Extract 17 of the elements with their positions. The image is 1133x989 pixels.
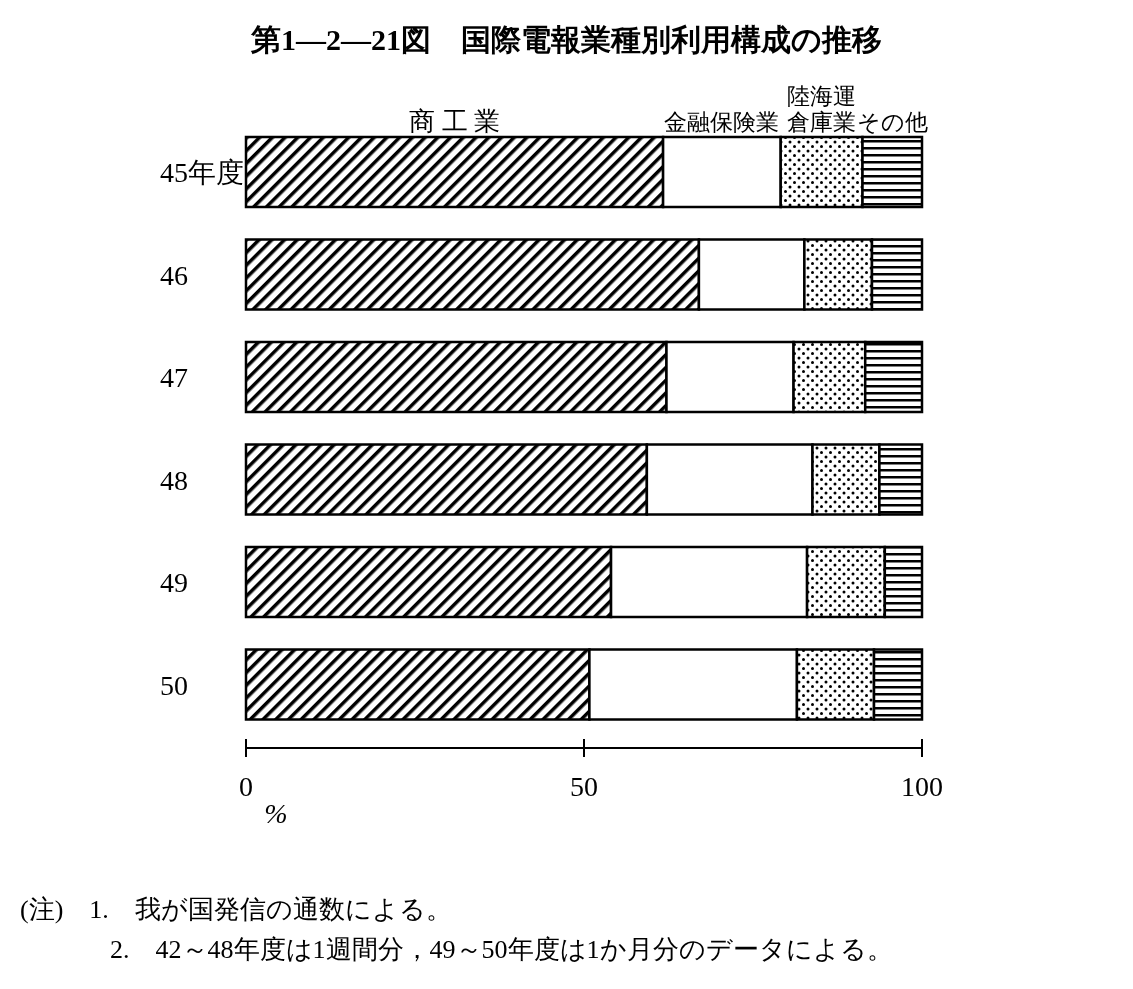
y-tick-label: 48: [160, 464, 188, 496]
y-tick-label: 45年度: [160, 157, 244, 188]
y-tick-label: 46: [160, 259, 188, 291]
chart-title: 第1—2—21図 国際電報業種別利用構成の推移: [250, 23, 882, 56]
y-tick-label: 47: [160, 362, 188, 393]
series-label: その他: [856, 110, 928, 135]
x-tick-label: 100: [901, 771, 943, 802]
x-tick-label: 50: [570, 771, 598, 802]
series-label: 金融保険業: [664, 110, 780, 135]
x-tick-label: 0: [239, 771, 253, 802]
text: 2. 42～48年度は1週間分，49～50年度は1か月分のデータによる。: [110, 935, 893, 964]
y-tick-label: 50: [160, 669, 188, 701]
y-tick-label: 49: [160, 567, 188, 598]
x-axis-title: %: [264, 798, 288, 829]
series-label: 陸海運倉庫業: [787, 84, 857, 135]
text: (注) 1. 我が国発信の通数による。: [20, 895, 452, 924]
series-label: 商 工 業: [409, 107, 501, 136]
